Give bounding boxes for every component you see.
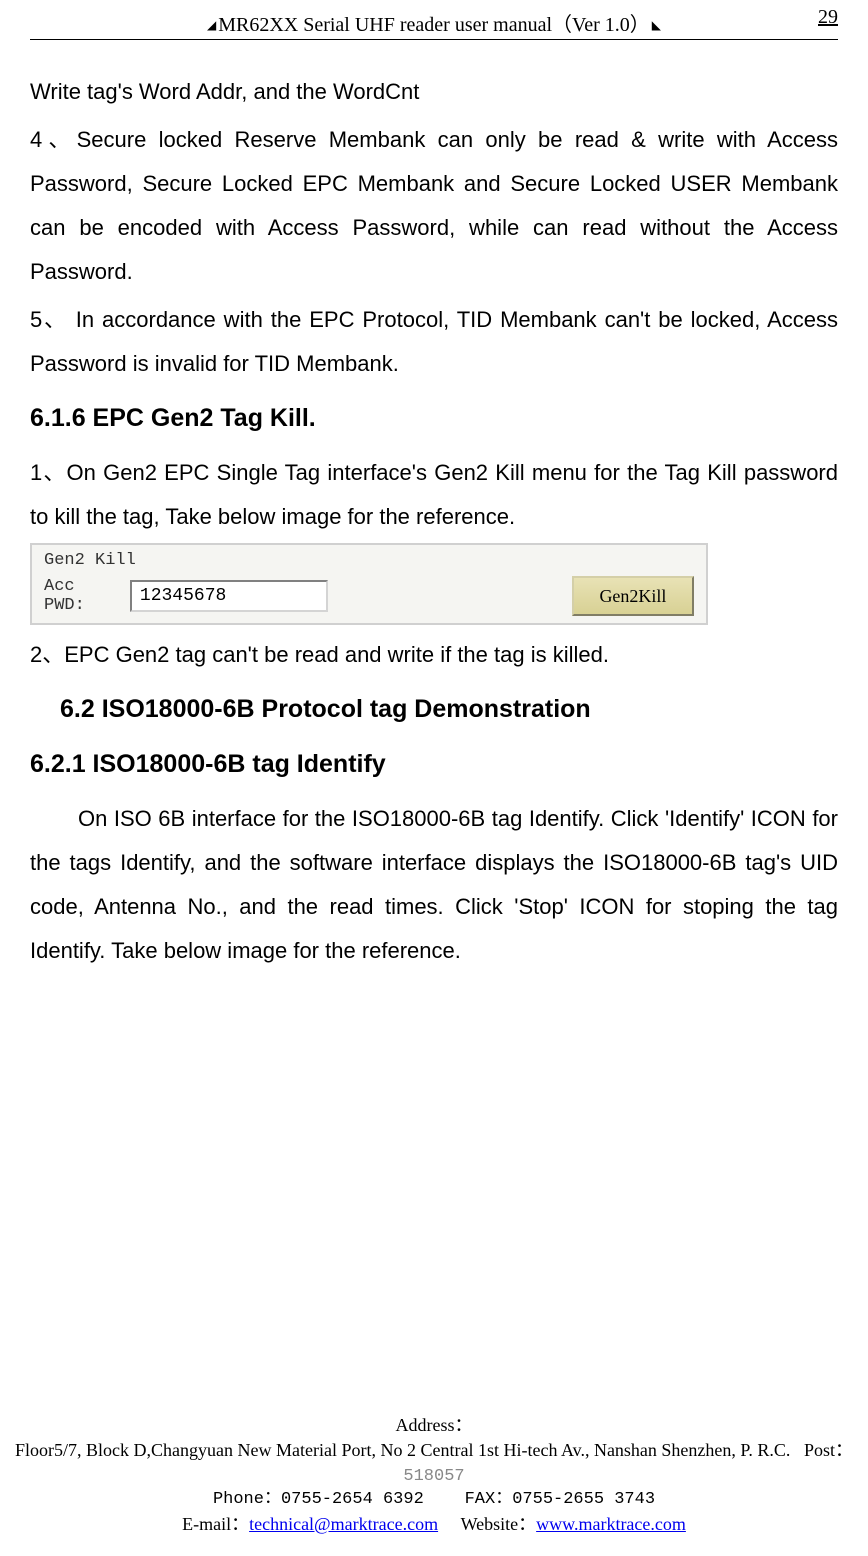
website-link[interactable]: www.marktrace.com (536, 1514, 686, 1534)
heading-621: 6.2.1 ISO18000-6B tag Identify (30, 742, 838, 787)
page-footer: Address： Floor5/7, Block D,Changyuan New… (0, 1413, 868, 1536)
email-link[interactable]: technical@marktrace.com (249, 1514, 438, 1534)
gen2kill-button[interactable]: Gen2Kill (572, 576, 694, 616)
phone-label: Phone： (213, 1490, 281, 1509)
paragraph-kill-1: 1、On Gen2 EPC Single Tag interface's Gen… (30, 451, 838, 539)
paragraph-item-5: 5、 In accordance with the EPC Protocol, … (30, 298, 838, 386)
footer-contact-line: E-mail：technical@marktrace.com Website：w… (0, 1512, 868, 1536)
footer-address-line: Address： Floor5/7, Block D,Changyuan New… (0, 1413, 868, 1489)
heading-62: 6.2 ISO18000-6B Protocol tag Demonstrati… (60, 687, 838, 732)
email-label: E-mail： (182, 1514, 249, 1534)
fax-value: 0755-2655 3743 (512, 1490, 655, 1509)
fax-label: FAX： (465, 1490, 513, 1509)
page-header: MR62XX Serial UHF reader user manual（Ver… (30, 0, 838, 40)
header-title: MR62XX Serial UHF reader user manual（Ver… (207, 8, 661, 37)
gen2-kill-figure: Gen2 Kill Acc PWD: Gen2Kill (30, 543, 708, 625)
paragraph-write-tag: Write tag's Word Addr, and the WordCnt (30, 70, 838, 114)
post-value: 518057 (403, 1467, 464, 1486)
phone-value: 0755-2654 6392 (281, 1490, 424, 1509)
acc-pwd-input[interactable] (130, 580, 328, 612)
address-value: Floor5/7, Block D,Changyuan New Material… (15, 1440, 790, 1460)
gen2-kill-title: Gen2 Kill (44, 551, 694, 570)
paragraph-item-4: 4、Secure locked Reserve Membank can only… (30, 118, 838, 294)
heading-616: 6.1.6 EPC Gen2 Tag Kill. (30, 396, 838, 441)
acc-pwd-label: Acc PWD: (44, 577, 116, 615)
website-label: Website： (461, 1514, 537, 1534)
footer-phone-line: Phone：0755-2654 6392 FAX：0755-2655 3743 (0, 1489, 868, 1512)
address-label: Address： (396, 1415, 473, 1435)
page-number: 29 (818, 6, 838, 29)
paragraph-iso-identify: On ISO 6B interface for the ISO18000-6B … (30, 797, 838, 973)
paragraph-kill-2: 2、EPC Gen2 tag can't be read and write i… (30, 633, 838, 677)
post-label: Post： (804, 1440, 853, 1460)
gen2-kill-row: Acc PWD: Gen2Kill (44, 576, 694, 616)
